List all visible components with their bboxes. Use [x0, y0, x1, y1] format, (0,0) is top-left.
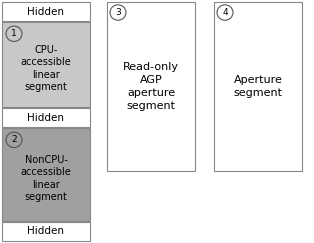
Bar — [2, 108, 90, 127]
Bar — [2, 128, 90, 221]
Text: Hidden: Hidden — [28, 7, 64, 17]
Text: Read-only
AGP
aperture
segment: Read-only AGP aperture segment — [123, 61, 179, 111]
Text: Hidden: Hidden — [28, 113, 64, 123]
Text: 1: 1 — [11, 29, 17, 38]
Bar — [2, 22, 90, 107]
Circle shape — [110, 5, 126, 20]
Text: CPU-
accessible
linear
segment: CPU- accessible linear segment — [21, 45, 71, 92]
Bar — [214, 2, 302, 171]
Bar — [107, 2, 195, 171]
Circle shape — [6, 26, 22, 42]
Text: Aperture
segment: Aperture segment — [234, 75, 283, 98]
Text: NonCPU-
accessible
linear
segment: NonCPU- accessible linear segment — [21, 155, 71, 202]
Circle shape — [217, 5, 233, 20]
Text: 2: 2 — [11, 135, 17, 144]
Text: 4: 4 — [222, 8, 228, 17]
Text: Hidden: Hidden — [28, 226, 64, 236]
Circle shape — [6, 132, 22, 148]
Text: 3: 3 — [115, 8, 121, 17]
Bar — [2, 2, 90, 21]
Bar — [2, 222, 90, 241]
